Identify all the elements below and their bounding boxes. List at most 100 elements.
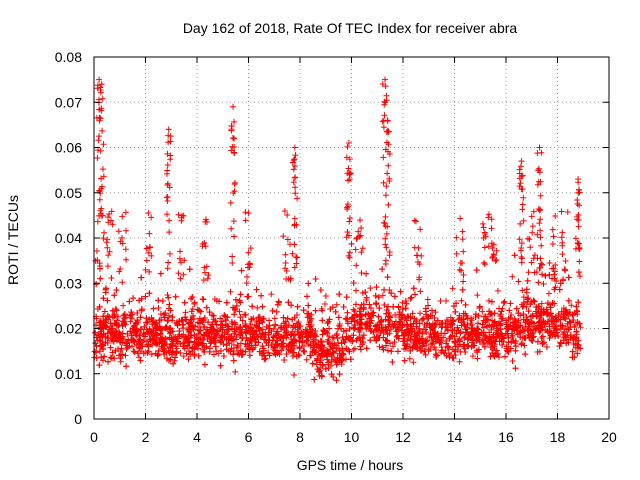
data-point: [338, 340, 345, 347]
data-point: [155, 297, 162, 304]
data-point: [195, 319, 202, 326]
data-point: [180, 271, 187, 278]
data-point: [559, 251, 566, 258]
data-point: [323, 347, 330, 354]
data-point: [186, 323, 193, 330]
data-point: [492, 350, 499, 357]
data-point: [502, 353, 509, 360]
data-point: [564, 320, 571, 327]
data-point: [560, 337, 567, 344]
data-point: [472, 313, 479, 320]
data-point: [573, 329, 580, 336]
data-point: [293, 260, 300, 267]
data-point: [236, 297, 243, 304]
data-point: [232, 305, 239, 312]
data-point: [305, 333, 312, 340]
data-point: [164, 193, 171, 200]
data-point: [233, 333, 240, 340]
data-point: [396, 311, 403, 318]
data-point: [291, 222, 298, 229]
data-point: [384, 128, 391, 135]
data-point: [138, 274, 145, 281]
data-point: [201, 348, 208, 355]
data-point: [481, 261, 488, 268]
data-point: [393, 333, 400, 340]
data-point: [203, 263, 210, 270]
data-point: [525, 308, 532, 315]
data-point: [142, 266, 149, 273]
data-point: [213, 321, 220, 328]
data-point: [248, 315, 255, 322]
data-point: [93, 355, 100, 362]
data-point: [575, 223, 582, 230]
data-point: [163, 211, 170, 218]
data-point: [305, 280, 312, 287]
data-point: [486, 308, 493, 315]
data-point: [569, 348, 576, 355]
data-point: [167, 356, 174, 363]
data-point: [383, 310, 390, 317]
data-point: [389, 359, 396, 366]
data-point: [529, 329, 536, 336]
data-point: [120, 312, 127, 319]
data-point: [525, 295, 532, 302]
data-point: [352, 287, 359, 294]
data-point: [438, 344, 445, 351]
data-point: [453, 330, 460, 337]
data-point: [119, 333, 126, 340]
data-point: [560, 311, 567, 318]
data-point: [293, 253, 300, 260]
data-point: [180, 353, 187, 360]
y-tick-label: 0.01: [55, 366, 82, 382]
data-point: [256, 348, 263, 355]
data-point: [301, 348, 308, 355]
data-point: [221, 312, 228, 319]
data-point: [339, 334, 346, 341]
data-point: [357, 217, 364, 224]
data-point: [95, 137, 102, 144]
data-point: [459, 228, 466, 235]
data-point: [551, 271, 558, 278]
data-point: [468, 317, 475, 324]
data-point: [178, 317, 185, 324]
data-point: [402, 305, 409, 312]
data-point: [324, 338, 331, 345]
data-point: [467, 332, 474, 339]
data-point: [479, 321, 486, 328]
data-point: [358, 270, 365, 277]
data-point: [332, 308, 339, 315]
data-point: [564, 326, 571, 333]
data-point: [117, 265, 124, 272]
data-point: [167, 156, 174, 163]
data-point: [559, 229, 566, 236]
data-point: [294, 195, 301, 202]
data-point: [531, 298, 538, 305]
data-point: [430, 336, 437, 343]
data-point: [146, 268, 153, 275]
data-point: [555, 310, 562, 317]
data-point: [333, 301, 340, 308]
data-point: [383, 342, 390, 349]
data-point: [544, 318, 551, 325]
data-point: [99, 183, 106, 190]
data-point: [575, 217, 582, 224]
data-point: [231, 135, 238, 142]
y-tick-label: 0.03: [55, 275, 82, 291]
data-point: [456, 358, 463, 365]
data-point: [506, 307, 513, 314]
data-point: [133, 328, 140, 335]
data-point: [99, 127, 106, 134]
data-point: [98, 107, 105, 114]
data-point: [292, 184, 299, 191]
data-point: [333, 332, 340, 339]
data-point: [353, 235, 360, 242]
data-point: [528, 259, 535, 266]
data-point: [233, 344, 240, 351]
data-point: [324, 347, 331, 354]
data-point: [553, 323, 560, 330]
data-point: [336, 350, 343, 357]
data-point: [107, 344, 114, 351]
data-point: [143, 338, 150, 345]
data-point: [210, 312, 217, 319]
data-point: [202, 269, 209, 276]
